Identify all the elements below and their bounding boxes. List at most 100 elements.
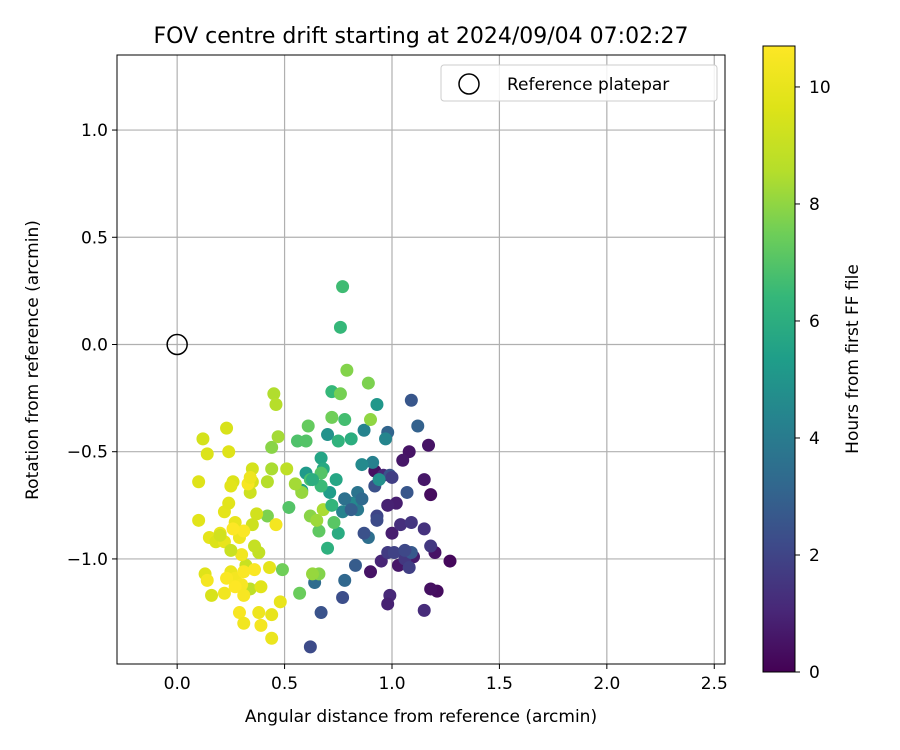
data-point — [196, 432, 210, 446]
data-point — [379, 432, 393, 446]
plot-frame — [116, 54, 726, 665]
colorbar-gradient — [762, 45, 796, 673]
data-point — [243, 470, 257, 484]
data-point — [237, 588, 251, 602]
data-point — [232, 606, 246, 620]
data-point — [282, 500, 296, 514]
data-point — [325, 498, 339, 512]
x-tick-label: 1.5 — [486, 674, 513, 694]
data-point — [226, 522, 240, 536]
colorbar-tick-label: 8 — [809, 195, 820, 215]
data-point — [205, 588, 219, 602]
data-point — [247, 563, 261, 577]
data-point — [192, 513, 206, 527]
data-point — [344, 432, 358, 446]
data-point — [192, 475, 206, 489]
data-point — [424, 582, 438, 596]
data-point — [314, 606, 328, 620]
data-point — [422, 438, 436, 452]
data-point — [402, 561, 416, 575]
data-point — [237, 616, 251, 630]
data-point — [404, 393, 418, 407]
data-point — [267, 387, 281, 401]
data-point — [310, 513, 324, 527]
grid — [117, 55, 725, 664]
x-tick-label: 1.0 — [378, 674, 405, 694]
chart-title: FOV centre drift starting at 2024/09/04 … — [154, 24, 689, 49]
data-point — [228, 580, 242, 594]
data-point — [385, 470, 399, 484]
data-point — [338, 413, 352, 427]
data-point — [237, 565, 251, 579]
x-tick-label: 2.5 — [701, 674, 728, 694]
data-point — [344, 503, 358, 517]
data-point — [398, 543, 412, 557]
data-point — [220, 571, 234, 585]
y-tick-label: −1.0 — [67, 550, 108, 570]
data-point — [250, 507, 264, 521]
data-point — [200, 447, 214, 461]
data-point — [325, 410, 339, 424]
colorbar-label: Hours from first FF file — [843, 264, 863, 454]
data-point — [394, 518, 408, 532]
colorbar-tick-label: 6 — [809, 312, 820, 332]
data-point — [301, 419, 315, 433]
data-point — [213, 528, 227, 542]
legend: Reference platepar — [440, 64, 718, 102]
data-point — [338, 492, 352, 506]
data-point — [333, 320, 347, 334]
data-point — [404, 515, 418, 529]
colorbar-tick-label: 10 — [809, 78, 831, 98]
data-point — [424, 539, 438, 553]
data-point — [357, 526, 371, 540]
data-point — [381, 597, 395, 611]
data-point — [400, 485, 414, 499]
x-axis-ticks: 0.0 0.5 1.0 1.5 2.0 2.5 — [164, 664, 728, 694]
data-point — [299, 434, 313, 448]
data-point — [417, 603, 431, 617]
data-point — [370, 398, 384, 412]
colorbar-tick-label: 4 — [809, 429, 820, 449]
y-axis-label: Rotation from reference (arcmin) — [23, 220, 43, 500]
colorbar: 0 2 4 6 8 10 Hours from first FF file — [762, 45, 863, 683]
y-tick-label: 0.5 — [81, 228, 108, 248]
y-tick-label: 1.0 — [81, 121, 108, 141]
data-point — [314, 451, 328, 465]
data-point — [327, 515, 341, 529]
data-point — [265, 608, 279, 622]
data-point — [333, 387, 347, 401]
data-point — [247, 539, 261, 553]
data-point — [254, 580, 268, 594]
data-point — [387, 545, 401, 559]
data-point — [293, 586, 307, 600]
colorbar-tick-label: 0 — [809, 663, 820, 683]
data-point — [271, 430, 285, 444]
data-point — [265, 440, 279, 454]
data-point — [306, 473, 320, 487]
data-point — [366, 455, 380, 469]
data-point — [280, 462, 294, 476]
data-point — [265, 462, 279, 476]
data-point — [273, 595, 287, 609]
data-point — [260, 509, 274, 523]
data-point — [321, 541, 335, 555]
y-axis-ticks: −1.0 −0.5 0.0 0.5 1.0 — [67, 121, 117, 570]
data-point — [200, 573, 214, 587]
data-point — [424, 488, 438, 502]
legend-box — [440, 64, 718, 102]
x-tick-label: 0.5 — [271, 674, 298, 694]
data-point — [364, 413, 378, 427]
data-point — [357, 423, 371, 437]
data-point — [288, 477, 302, 491]
data-point — [329, 473, 343, 487]
data-point — [224, 543, 238, 557]
data-point — [331, 526, 345, 540]
data-point — [260, 475, 274, 489]
data-point — [321, 428, 335, 442]
reference-platepar-marker — [166, 333, 188, 356]
data-point — [381, 498, 395, 512]
data-point — [235, 548, 249, 562]
x-tick-label: 2.0 — [593, 674, 620, 694]
data-point — [361, 376, 375, 390]
data-point — [417, 473, 431, 487]
